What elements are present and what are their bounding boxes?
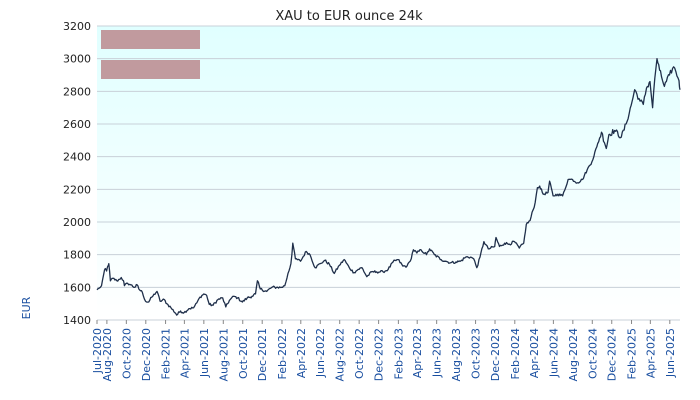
x-tick-label-1: Aug-2020 — [101, 328, 114, 381]
y-tick-label-3: 2000 — [63, 216, 91, 229]
x-tick-label-18: Jun-2023 — [431, 328, 444, 378]
x-tick-label-6: Jun-2021 — [198, 328, 211, 378]
legend-swatch-0 — [101, 30, 200, 49]
x-tick-label-19: Aug-2023 — [450, 328, 463, 381]
x-tick-label-25: Aug-2024 — [567, 328, 580, 381]
x-tick-label-9: Dec-2021 — [256, 328, 269, 381]
chart-title: XAU to EUR ounce 24k — [275, 9, 423, 24]
x-tick-label-14: Oct-2022 — [353, 328, 366, 379]
x-tick-label-26: Oct-2024 — [586, 328, 599, 379]
y-tick-label-9: 3200 — [63, 20, 91, 33]
x-tick-label-15: Dec-2022 — [373, 328, 386, 381]
x-tick-label-2: Oct-2020 — [120, 328, 133, 379]
x-tick-label-29: Apr-2025 — [644, 328, 657, 378]
grid-lines — [97, 25, 680, 321]
y-tick-label-6: 2600 — [63, 118, 91, 131]
x-tick-label-28: Feb-2025 — [626, 328, 639, 379]
x-tick-label-8: Oct-2021 — [237, 328, 250, 379]
x-tick-label-23: Apr-2024 — [528, 328, 541, 378]
y-tick-label-8: 3000 — [63, 53, 91, 66]
x-tick-label-17: Apr-2023 — [411, 328, 424, 378]
y-axis-ticks: 1400 1600 1800 2000 2200 2400 2600 2800 3000 3200 — [63, 20, 91, 327]
x-tick-label-7: Aug-2021 — [217, 328, 230, 381]
x-tick-label-12: Jun-2022 — [314, 328, 327, 378]
y-tick-label-1: 1600 — [63, 281, 91, 294]
x-tick-label-30: Jun-2025 — [664, 328, 677, 378]
legend — [101, 30, 200, 79]
x-tick-label-21: Dec-2023 — [489, 328, 502, 381]
x-tick-label-3: Dec-2020 — [140, 328, 153, 381]
x-tick-label-5: Apr-2021 — [178, 328, 191, 378]
x-tick-label-0: Jul-2020 — [91, 328, 104, 374]
y-tick-label-2: 1800 — [63, 249, 91, 262]
x-tick-label-27: Dec-2024 — [606, 328, 619, 381]
x-tick-label-13: Aug-2022 — [334, 328, 347, 381]
series-line-xau-eur — [96, 58, 681, 316]
x-tick-label-11: Apr-2022 — [295, 328, 308, 378]
y-axis-label: EUR — [20, 296, 33, 319]
x-tick-label-22: Feb-2024 — [509, 328, 522, 379]
y-tick-label-0: 1400 — [63, 314, 91, 327]
y-tick-label-5: 2400 — [63, 151, 91, 164]
x-tick-label-10: Feb-2022 — [276, 328, 289, 379]
x-tick-label-16: Feb-2023 — [392, 328, 405, 379]
x-tick-label-20: Oct-2023 — [470, 328, 483, 379]
y-tick-label-7: 2800 — [63, 85, 91, 98]
x-tick-label-4: Feb-2021 — [160, 328, 173, 379]
y-tick-label-4: 2200 — [63, 183, 91, 196]
legend-swatch-1 — [101, 60, 200, 79]
x-tick-label-24: Jun-2024 — [547, 328, 560, 378]
